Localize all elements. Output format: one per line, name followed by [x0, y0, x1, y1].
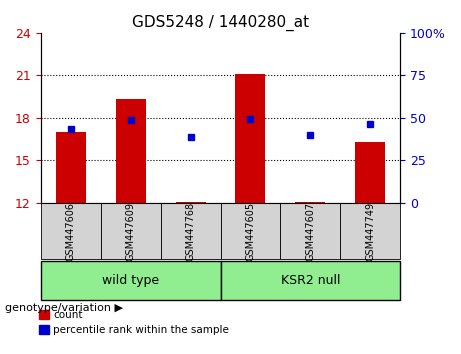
Text: GSM447607: GSM447607: [306, 201, 315, 261]
Text: GSM447606: GSM447606: [65, 201, 76, 261]
Bar: [41, 261, 220, 300]
Bar: [176, 202, 206, 203]
Text: genotype/variation ▶: genotype/variation ▶: [5, 303, 123, 313]
Bar: [236, 74, 266, 203]
Text: GSM447605: GSM447605: [246, 201, 255, 261]
Title: GDS5248 / 1440280_at: GDS5248 / 1440280_at: [132, 15, 309, 31]
Bar: [116, 99, 146, 203]
Bar: [56, 132, 86, 203]
Bar: [280, 203, 340, 259]
Text: wild type: wild type: [102, 274, 159, 287]
Bar: [220, 203, 280, 259]
Bar: [340, 203, 401, 259]
Text: KSR2 null: KSR2 null: [281, 274, 340, 287]
Text: GSM447609: GSM447609: [125, 201, 136, 261]
Bar: [355, 142, 385, 203]
Legend: count, percentile rank within the sample: count, percentile rank within the sample: [39, 310, 229, 335]
Bar: [220, 261, 401, 300]
Text: GSM447749: GSM447749: [366, 201, 375, 261]
Bar: [296, 202, 325, 203]
Bar: [100, 203, 160, 259]
Bar: [160, 203, 220, 259]
Text: GSM447768: GSM447768: [185, 201, 195, 261]
Bar: [41, 203, 100, 259]
